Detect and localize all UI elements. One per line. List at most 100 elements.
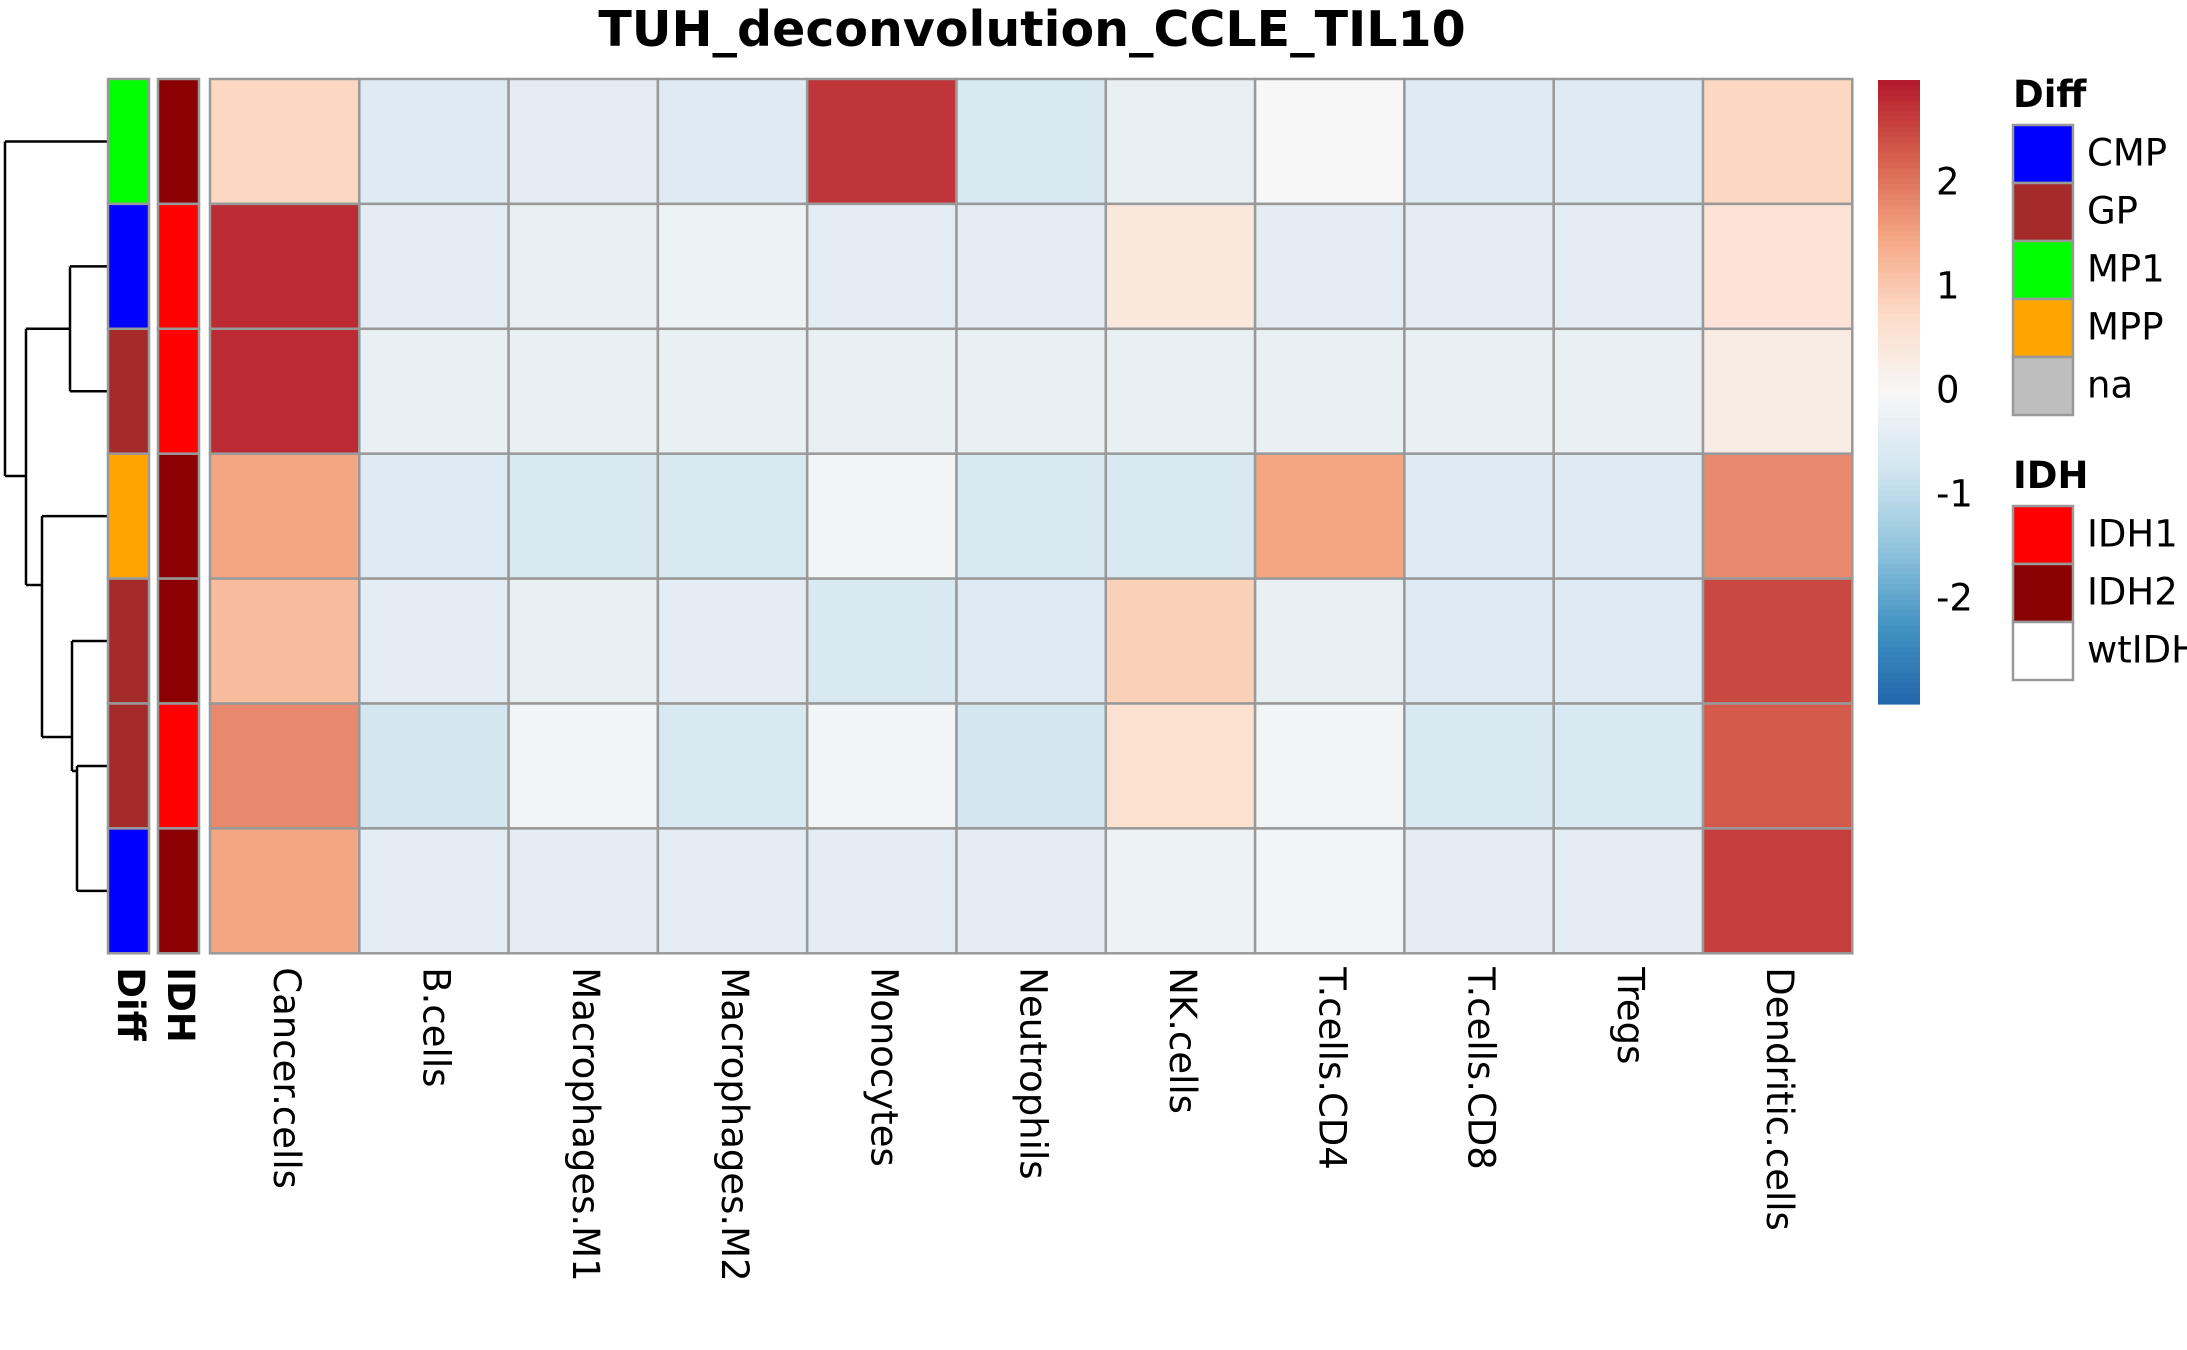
colorbar-segment	[1878, 355, 1920, 362]
heatmap-cell	[1403, 77, 1555, 206]
column-label: NK.cells	[1161, 967, 1204, 1114]
heatmap-cell	[358, 577, 510, 705]
heatmap-cell	[805, 827, 958, 955]
column-label: Neutrophils	[1012, 967, 1055, 1179]
colorbar-segment	[1878, 158, 1920, 164]
colorbar-segment	[1878, 210, 1920, 216]
heatmap-cell	[955, 452, 1108, 580]
colorbar-segment	[1878, 506, 1920, 513]
annotation-cell-idh	[156, 577, 201, 705]
colorbar-segment	[1878, 594, 1920, 601]
colorbar-segment	[1878, 449, 1920, 455]
colorbar-segment	[1878, 511, 1920, 518]
heatmap-cell	[1552, 77, 1705, 206]
colorbar-segment	[1878, 397, 1920, 403]
colorbar-segment	[1878, 438, 1920, 445]
heatmap-cell	[1104, 702, 1257, 830]
legend-item-label: IDH2	[2087, 571, 2178, 614]
colorbar-segment	[1878, 184, 1920, 190]
legend-swatch	[2011, 297, 2075, 359]
annotation-cell-idh	[156, 202, 201, 331]
colorbar-segment	[1878, 173, 1920, 180]
heatmap-cell	[805, 577, 958, 705]
colorbar-segment	[1878, 490, 1920, 497]
annotation-cell-diff	[106, 827, 151, 955]
annotation-cell-diff	[106, 202, 151, 331]
legend-swatch	[2011, 123, 2075, 185]
row-dendrogram	[3, 140, 108, 893]
colorbar-segment	[1878, 345, 1920, 351]
colorbar-segment	[1878, 678, 1920, 684]
colorbar-segment	[1878, 631, 1920, 637]
colorbar-segment	[1878, 251, 1920, 258]
column-label: Monocytes	[862, 967, 905, 1166]
heatmap-cell	[208, 327, 361, 455]
colorbar-segment	[1878, 152, 1920, 159]
legend-swatch	[2011, 504, 2075, 566]
column-label: Cancer.cells	[265, 967, 308, 1189]
colorbar-segment	[1878, 683, 1920, 689]
legend-swatch	[2011, 562, 2075, 624]
heatmap-cell	[955, 577, 1108, 705]
heatmap-cell	[656, 702, 809, 830]
colorbar-segment	[1878, 558, 1920, 565]
colorbar-segment	[1878, 236, 1920, 242]
colorbar-segment	[1878, 163, 1920, 169]
colorbar-segment	[1878, 168, 1920, 175]
colorbar-segment	[1878, 256, 1920, 263]
heatmap-cell	[656, 202, 809, 331]
heatmap-cell	[1253, 77, 1406, 206]
colorbar-segment	[1878, 241, 1920, 247]
colorbar-segment	[1878, 329, 1920, 336]
colorbar-tick-label: 1	[1936, 265, 1960, 308]
heatmap-cell	[1104, 452, 1257, 580]
colorbar-segment	[1878, 480, 1920, 487]
heatmap-cell	[1403, 702, 1555, 830]
colorbar-segment	[1878, 95, 1920, 102]
annotation-label: IDH	[159, 967, 202, 1042]
colorbar-segment	[1878, 662, 1920, 669]
annotation-label: Diff	[109, 967, 152, 1041]
heatmap-cell	[1403, 327, 1555, 455]
heatmap-cell	[805, 202, 958, 331]
heatmap-cell	[358, 702, 510, 830]
colorbar-segment	[1878, 371, 1920, 377]
colorbar-segment	[1878, 142, 1920, 149]
colorbar-segment	[1878, 459, 1920, 466]
colorbar-segment	[1878, 464, 1920, 471]
heatmap-cell	[358, 452, 510, 580]
column-label: Macrophages.M2	[713, 967, 756, 1281]
heatmap-cell	[1104, 577, 1257, 705]
colorbar-segment	[1878, 615, 1920, 622]
heatmap-cell	[358, 327, 510, 455]
heatmap-cell	[1253, 827, 1406, 955]
heatmap-cell	[1253, 202, 1406, 331]
colorbar-segment	[1878, 90, 1920, 97]
colorbar-segment	[1878, 418, 1920, 424]
heatmap-cell	[1701, 452, 1854, 580]
heatmap-cell	[1253, 452, 1406, 580]
colorbar-segment	[1878, 100, 1920, 107]
colorbar-segment	[1878, 85, 1920, 91]
colorbar-segment	[1878, 475, 1920, 481]
colorbar-segment	[1878, 121, 1920, 128]
heatmap-cell	[507, 77, 660, 206]
heatmap-cell	[1552, 827, 1705, 955]
colorbar-segment	[1878, 667, 1920, 674]
column-label: Macrophages.M1	[564, 967, 607, 1281]
colorbar-segment	[1878, 288, 1920, 294]
colorbar-segment	[1878, 412, 1920, 419]
heatmap-cell	[1701, 827, 1854, 955]
colorbar-segment	[1878, 189, 1920, 195]
legend-swatch	[2011, 239, 2075, 301]
colorbar-segment	[1878, 470, 1920, 476]
heatmap-cell	[656, 827, 809, 955]
colorbar-segment	[1878, 324, 1920, 331]
legend-item-label: CMP	[2087, 132, 2167, 175]
heatmap-cell	[358, 77, 510, 206]
colorbar-segment	[1878, 626, 1920, 632]
colorbar-segment	[1878, 433, 1920, 440]
colorbar-segment	[1878, 386, 1920, 393]
